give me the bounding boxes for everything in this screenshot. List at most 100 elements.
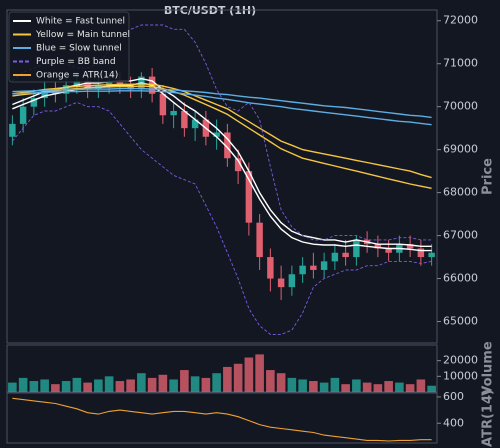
volume-bar <box>18 377 28 392</box>
volume-bar <box>212 373 221 392</box>
volume-bar <box>298 379 307 392</box>
candle-body <box>234 158 242 172</box>
y-tick-label: 70000 <box>443 100 478 113</box>
volume-bar <box>61 381 71 392</box>
panel-frame <box>6 392 438 444</box>
candle-body <box>353 239 360 258</box>
candle-body <box>331 252 339 262</box>
candle-body <box>105 80 113 86</box>
volume-bar <box>233 363 243 392</box>
volume-bar <box>201 377 211 392</box>
legend-label: Orange = ATR(14) <box>36 71 118 81</box>
volume-bar <box>83 382 92 392</box>
volume-bar <box>72 377 82 392</box>
volume-bar <box>29 381 39 392</box>
panel-frame <box>6 9 438 344</box>
volume-bar <box>158 374 168 392</box>
volume-bar <box>341 384 350 392</box>
volume-bar <box>352 379 361 392</box>
candle-body <box>385 248 392 253</box>
y-tick-label: 67000 <box>443 229 478 242</box>
volume-bar <box>416 379 426 392</box>
y-tick-label: 66000 <box>443 272 478 285</box>
candle-body <box>224 132 231 159</box>
y-tick-label: 71000 <box>443 57 478 70</box>
candle-body <box>428 252 435 258</box>
y-axis-label: Volume <box>481 341 496 396</box>
candle-body <box>299 265 306 275</box>
volume-bar <box>287 377 297 392</box>
legend-label: White = Fast tunnel <box>36 17 125 27</box>
overlay-line <box>12 101 432 335</box>
volume-bar <box>427 385 436 392</box>
volume-bar <box>266 370 275 392</box>
y-tick-label: 65000 <box>443 315 478 328</box>
y-tick-label: 68000 <box>443 186 478 199</box>
overlay-line <box>12 90 432 126</box>
candle-body <box>277 278 285 288</box>
volume-bar <box>223 366 232 392</box>
volume-bar <box>147 377 157 392</box>
volume-bar <box>373 384 383 392</box>
volume-bar <box>94 379 103 392</box>
candle-body <box>116 80 124 86</box>
atr-line <box>12 397 432 442</box>
volume-bar <box>126 379 135 392</box>
legend-label: Purple = BB band <box>36 57 116 67</box>
volume-bar <box>180 370 189 392</box>
volume-bar <box>51 384 60 392</box>
panel-frame <box>6 344 438 393</box>
volume-bar <box>362 382 372 392</box>
volume-bar <box>384 381 393 392</box>
volume-bar <box>405 384 415 392</box>
overlay-line <box>12 85 432 189</box>
candle-body <box>30 98 38 107</box>
legend-box <box>8 11 130 83</box>
volume-bar <box>190 376 200 392</box>
y-tick-label: 400 <box>443 416 464 429</box>
candle-body <box>213 132 220 137</box>
candle-body <box>127 85 134 90</box>
candle-body <box>320 261 328 270</box>
overlay-line <box>12 87 432 119</box>
volume-bar <box>137 373 146 392</box>
volume-bar <box>330 377 340 392</box>
y-tick-label: 69000 <box>443 143 478 156</box>
candle-body <box>288 274 296 288</box>
candle-body <box>191 119 199 129</box>
candle-body <box>406 244 414 249</box>
y-tick-label: 72000 <box>443 14 478 27</box>
candle-body <box>310 265 317 270</box>
candle-body <box>245 171 253 223</box>
volume-bar <box>244 357 254 392</box>
candle-body <box>9 123 16 137</box>
volume-bar <box>319 382 329 392</box>
volume-bar <box>40 379 49 392</box>
candle-body <box>374 244 382 249</box>
candle-body <box>181 110 188 129</box>
candle-body <box>342 252 349 258</box>
volume-bar <box>255 354 264 392</box>
legend-label: Yellow = Main tunnel <box>35 30 130 40</box>
volume-bar <box>115 381 125 392</box>
candle-body <box>19 106 27 124</box>
candle-body <box>170 110 177 116</box>
y-tick-label: 10000 <box>443 369 478 382</box>
overlay-line <box>12 77 432 247</box>
volume-bar <box>169 379 178 392</box>
y-axis-label: ATR(14) <box>481 389 496 447</box>
candle-body <box>267 257 274 279</box>
volume-bar <box>104 376 114 392</box>
candle-body <box>159 93 167 116</box>
volume-bar <box>395 382 404 392</box>
candle-body <box>73 80 81 86</box>
y-axis-label: Price <box>481 158 496 195</box>
candle-body <box>417 248 425 258</box>
volume-bar <box>276 373 286 392</box>
y-tick-label: 600 <box>443 390 464 403</box>
overlay-line <box>12 83 432 179</box>
candle-body <box>256 222 263 258</box>
legend-label: Blue = Slow tunnel <box>36 44 122 54</box>
volume-bar <box>8 382 17 392</box>
